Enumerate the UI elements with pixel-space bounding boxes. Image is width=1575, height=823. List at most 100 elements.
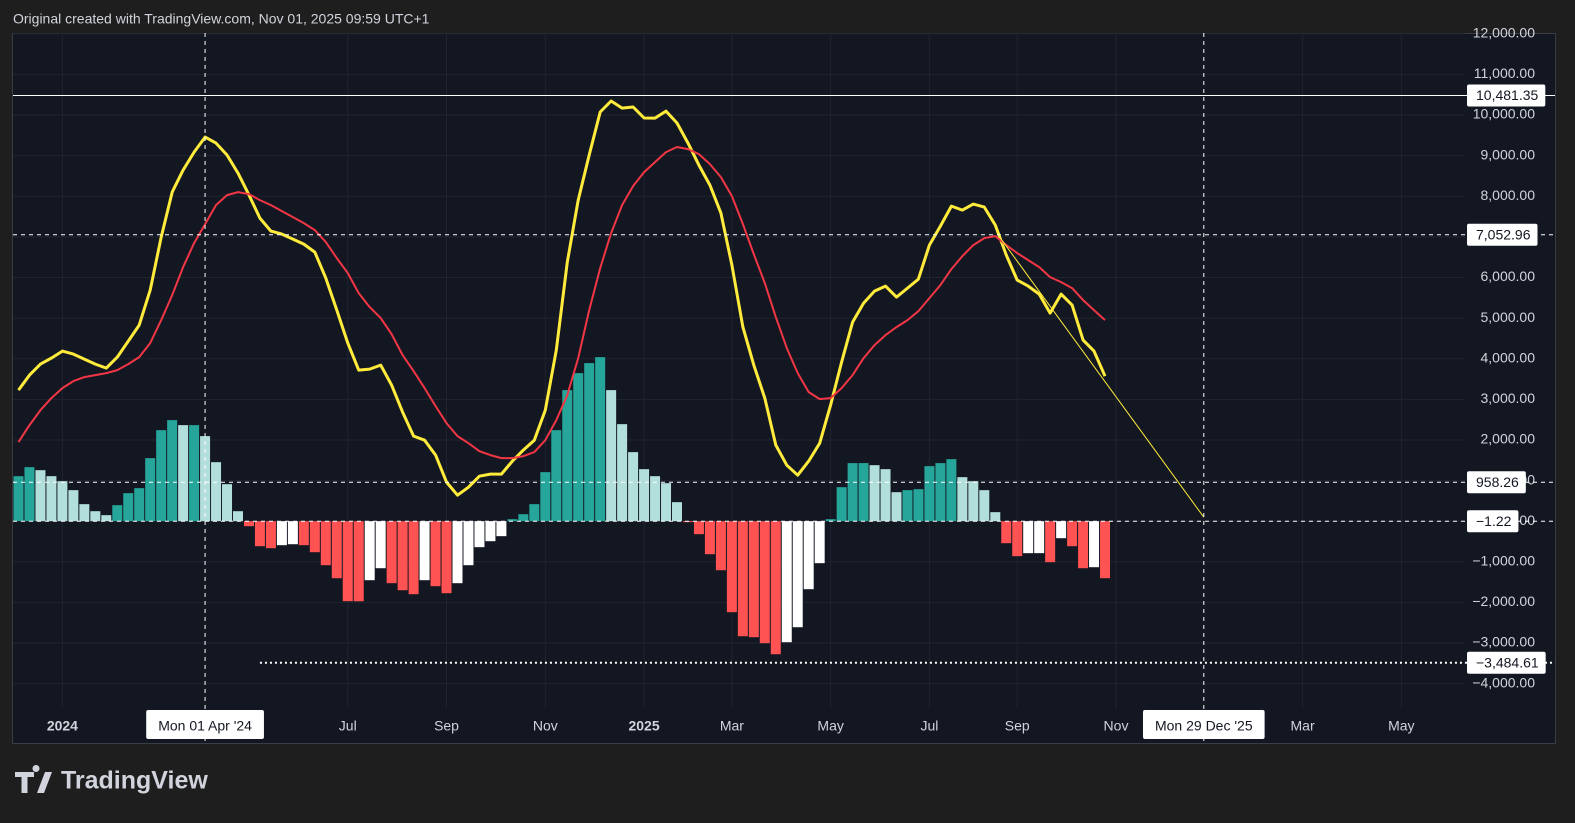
x-tick-label: May: [1388, 718, 1414, 734]
histogram-bar: [309, 521, 320, 553]
y-tick-label: 9,000.00: [1481, 146, 1536, 162]
histogram-bar: [430, 521, 441, 587]
histogram-bar: [441, 521, 452, 594]
trend-line: [999, 236, 1205, 518]
histogram-bar: [233, 511, 243, 522]
histogram-bar: [935, 463, 946, 522]
histogram-bar: [222, 484, 233, 522]
histogram-bar: [1078, 521, 1089, 569]
histogram-bar: [112, 505, 123, 522]
x-tick-label: Jul: [920, 718, 938, 734]
histogram-bar: [737, 521, 748, 637]
histogram-bar: [584, 363, 595, 522]
histogram-bar: [90, 511, 101, 522]
histogram-bar: [364, 521, 375, 581]
y-tick-label: 6,000.00: [1481, 268, 1536, 284]
histogram-bar: [386, 521, 397, 584]
y-tick-label: −2,000.00: [1472, 593, 1535, 609]
histogram-bar: [145, 458, 156, 522]
y-tick-label: 4,000.00: [1481, 349, 1536, 365]
histogram-bar: [408, 521, 419, 595]
histogram-bar: [1067, 521, 1078, 547]
histogram-bar: [595, 357, 606, 522]
histogram-bar: [693, 521, 704, 535]
histogram-bar: [485, 521, 496, 542]
price-label-box: [1467, 510, 1519, 533]
x-tick-label: 2025: [628, 718, 659, 734]
histogram-bar: [287, 521, 298, 545]
plot: −4,000.00−3,000.00−2,000.00−1,000.000.00…: [13, 25, 1555, 743]
x-tick-label: Mar: [720, 718, 744, 734]
histogram-bar: [650, 476, 661, 522]
x-tick-label: Jul: [339, 718, 357, 734]
histogram-bar: [902, 490, 913, 522]
x-tick-label: May: [817, 718, 843, 734]
header-text: Original created with TradingView.com, N…: [13, 11, 430, 27]
y-tick-label: 2,000.00: [1481, 431, 1536, 447]
histogram-bar: [628, 452, 639, 522]
histogram-bar: [452, 521, 463, 584]
time-label: Mon 29 Dec '25: [1155, 718, 1253, 734]
price-label-box: [1467, 223, 1538, 246]
histogram-bar: [551, 430, 562, 522]
y-tick-label: 10,000.00: [1473, 106, 1535, 122]
histogram-bar: [924, 466, 935, 522]
histogram-bar: [1100, 521, 1111, 579]
histogram-bar: [759, 521, 770, 644]
x-tick-label: Nov: [1104, 718, 1129, 734]
histogram-bar: [715, 521, 726, 571]
histogram-bar: [891, 492, 902, 522]
histogram-bar: [792, 521, 803, 628]
y-tick-label: −1,000.00: [1472, 552, 1535, 568]
histogram-bar: [200, 436, 211, 522]
histogram-bar: [573, 373, 584, 522]
y-tick-label: 12,000.00: [1473, 25, 1535, 41]
time-label: Mon 01 Apr '24: [158, 718, 252, 734]
histogram-bar: [276, 521, 287, 546]
histogram-bar: [101, 515, 112, 522]
histogram-bar: [726, 521, 737, 613]
histogram-bar: [672, 502, 682, 522]
histogram-bar: [858, 463, 869, 522]
histogram-bar: [990, 512, 1001, 522]
histogram-bar: [474, 521, 485, 548]
price-label-box: [1467, 84, 1546, 107]
histogram-bar: [178, 425, 189, 522]
histogram-bar: [957, 477, 968, 522]
histogram-bar: [68, 490, 79, 522]
histogram-bar: [342, 521, 353, 602]
price-label: −1.22: [1476, 513, 1512, 529]
y-tick-label: 5,000.00: [1481, 309, 1536, 325]
histogram-bar: [748, 521, 759, 638]
histogram-bar: [320, 521, 331, 566]
histogram-bar: [518, 514, 529, 522]
x-tick-label: Sep: [1005, 718, 1030, 734]
histogram-bar: [496, 521, 507, 537]
histogram-bar: [46, 476, 57, 522]
histogram-bar: [507, 519, 518, 522]
histogram-bar: [770, 521, 781, 655]
histogram-bar: [35, 470, 46, 522]
price-label: 10,481.35: [1476, 87, 1538, 103]
time-label-box: [146, 710, 264, 739]
histogram-bar: [562, 390, 573, 522]
histogram-bar: [1012, 521, 1023, 557]
histogram-bar: [243, 521, 254, 527]
brand-name: TradingView: [61, 767, 208, 795]
histogram-bar: [979, 490, 990, 522]
brand-logo: TradingView: [15, 765, 208, 795]
histogram-bar: [156, 430, 167, 522]
x-tick-label: Sep: [434, 718, 459, 734]
histogram-bar: [617, 424, 628, 522]
x-tick-label: Nov: [533, 718, 558, 734]
histogram-bar: [1023, 521, 1034, 554]
price-label-box: [1467, 651, 1546, 674]
histogram-bar: [946, 459, 957, 522]
line-series: [17, 99, 1107, 497]
histogram-bar: [1045, 521, 1056, 563]
price-label: −3,484.61: [1476, 654, 1539, 670]
histogram-bar: [254, 521, 265, 547]
histogram-bar: [836, 487, 847, 522]
y-tick-label: −4,000.00: [1472, 674, 1535, 690]
brand-icon: [15, 765, 52, 793]
